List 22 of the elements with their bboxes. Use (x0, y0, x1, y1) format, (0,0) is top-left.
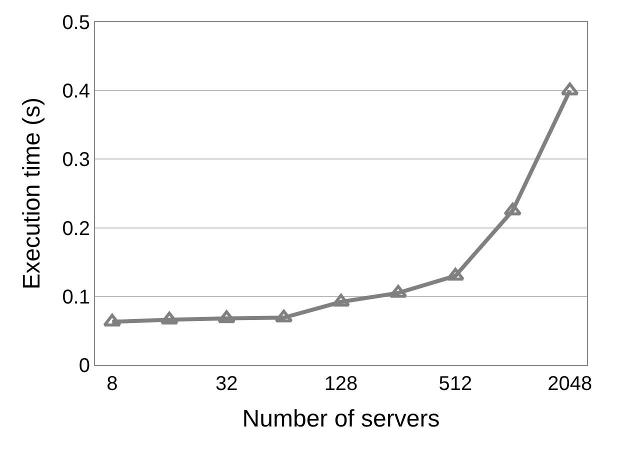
y-tick-label: 0 (78, 355, 90, 377)
point (332, 294, 350, 307)
point (218, 310, 236, 324)
y-tick-label: 0.5 (62, 12, 90, 34)
point (504, 202, 522, 216)
point (389, 284, 408, 298)
x-tick-label: 32 (215, 373, 238, 395)
x-tick-label: 512 (438, 373, 472, 395)
y-axis-title: Execution time (s) (18, 97, 46, 290)
y-tick-label: 0.2 (62, 218, 90, 240)
x-axis-title: Number of servers (242, 405, 440, 432)
y-tick-label: 0.1 (62, 286, 90, 308)
x-tick-label: 8 (106, 373, 118, 395)
point (274, 310, 293, 322)
x-tick-label: 128 (324, 373, 358, 395)
point (103, 314, 122, 327)
x-tick-label: 2048 (548, 373, 592, 395)
y-tick-label: 0.3 (62, 149, 90, 172)
point (560, 82, 579, 96)
y-tick-label: 0.4 (62, 80, 90, 103)
point (446, 268, 464, 281)
point (160, 312, 178, 324)
